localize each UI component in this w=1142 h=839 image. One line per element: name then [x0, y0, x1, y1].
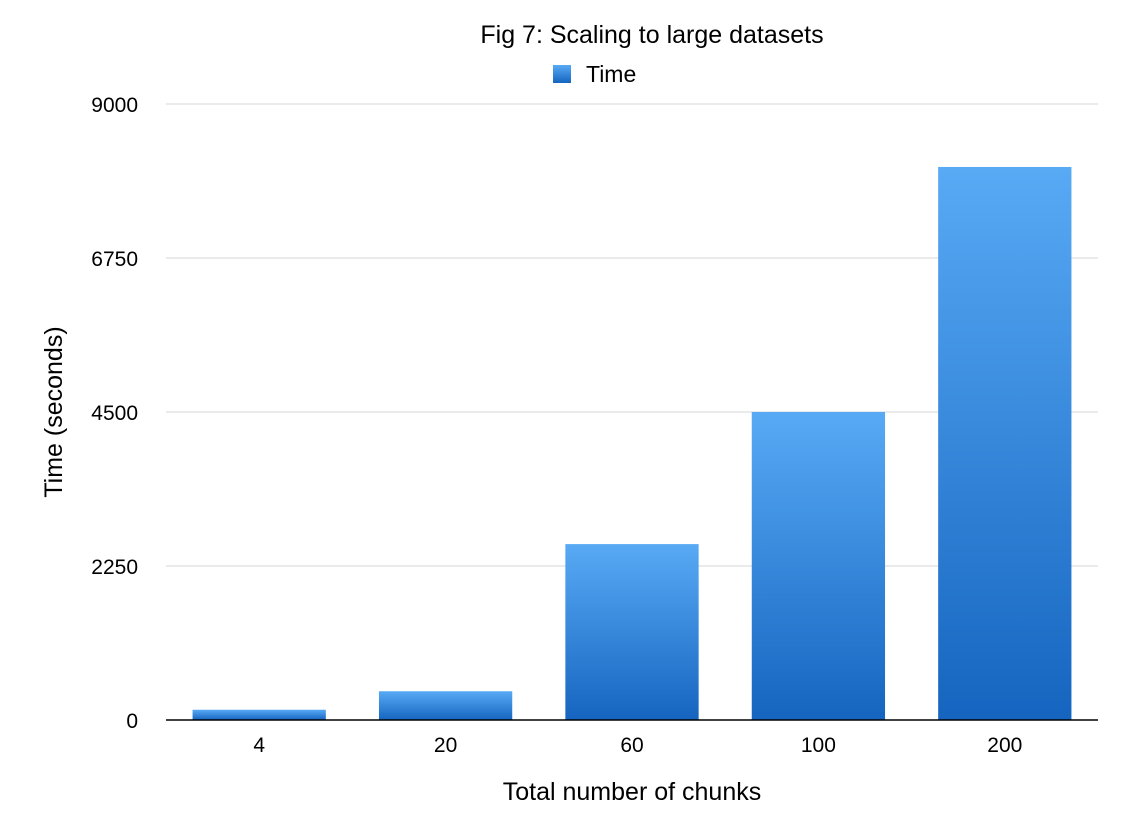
x-axis-label: Total number of chunks: [503, 778, 761, 806]
bar-4: [192, 709, 326, 720]
x-tick-label: 4: [253, 734, 265, 757]
x-tick-label: 100: [801, 734, 836, 757]
y-axis-ticks: 0 2250 4500 6750 9000: [91, 94, 138, 733]
legend-label: Time: [586, 61, 636, 87]
x-axis-ticks: 4 20 60 100 200: [253, 734, 1022, 757]
y-tick-label: 9000: [91, 94, 138, 117]
x-tick-label: 200: [987, 734, 1022, 757]
bar-20: [378, 691, 513, 720]
chart-title: Fig 7: Scaling to large datasets: [480, 21, 823, 49]
x-tick-label: 20: [434, 734, 457, 757]
y-tick-label: 4500: [91, 402, 138, 425]
y-tick-label: 0: [126, 710, 138, 733]
bar-60: [565, 544, 699, 720]
y-tick-label: 2250: [91, 556, 138, 579]
y-axis-label: Time (seconds): [40, 326, 68, 497]
bars: [192, 166, 1072, 721]
bar-200: [938, 166, 1072, 721]
x-tick-label: 60: [620, 734, 643, 757]
y-tick-label: 6750: [91, 248, 138, 271]
bar-100: [751, 412, 886, 720]
legend-swatch: [553, 65, 571, 83]
legend: Time: [553, 61, 636, 87]
